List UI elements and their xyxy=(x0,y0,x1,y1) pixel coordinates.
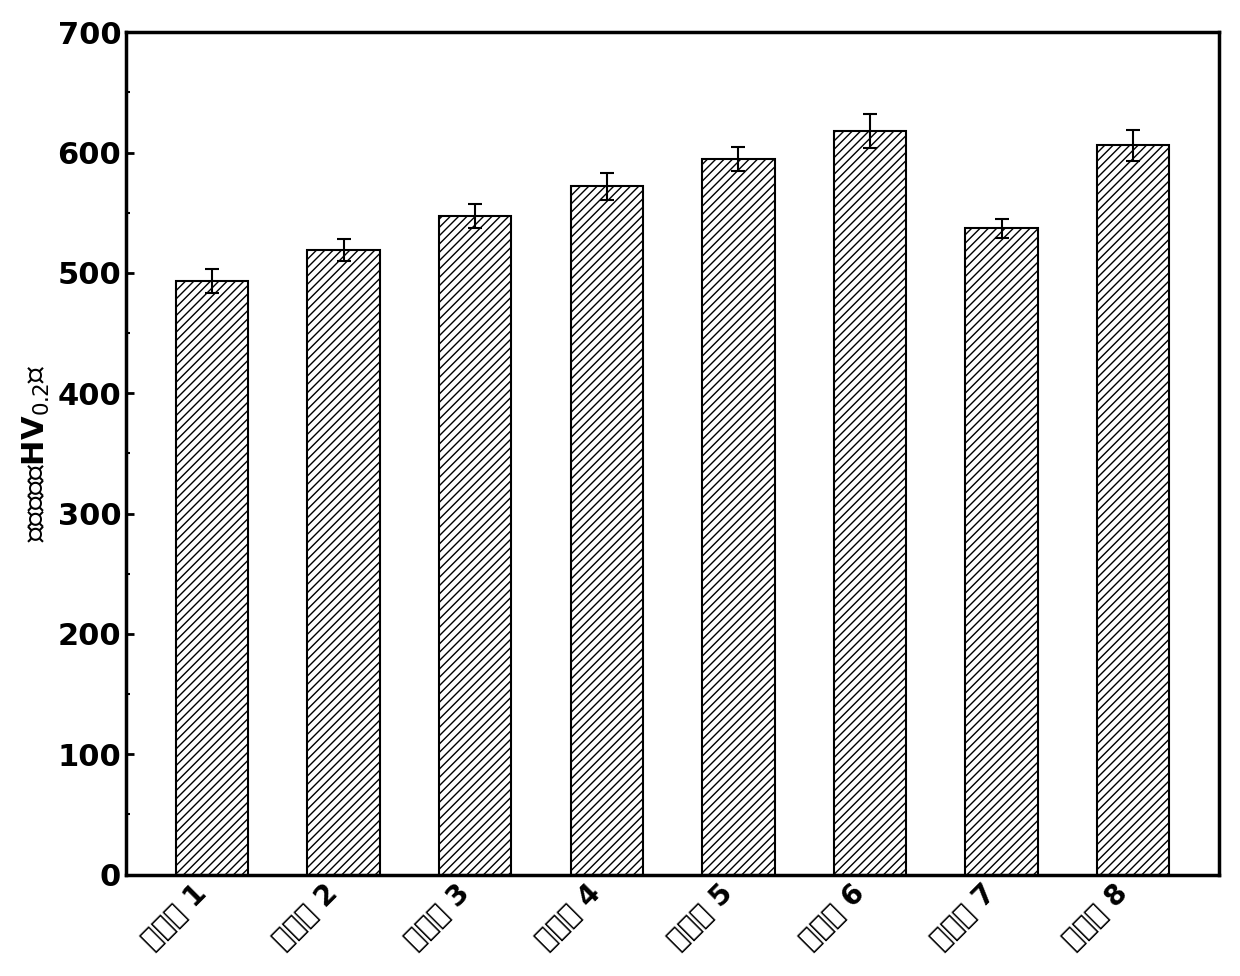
Bar xyxy=(176,281,248,874)
Bar xyxy=(1097,145,1169,874)
Bar xyxy=(966,228,1038,874)
Bar xyxy=(570,186,644,874)
Bar xyxy=(308,250,379,874)
Bar xyxy=(702,159,775,874)
Bar xyxy=(833,131,906,874)
Bar xyxy=(439,217,511,874)
Y-axis label: 显微硬度（HV$_{0.2}$）: 显微硬度（HV$_{0.2}$） xyxy=(21,364,52,543)
